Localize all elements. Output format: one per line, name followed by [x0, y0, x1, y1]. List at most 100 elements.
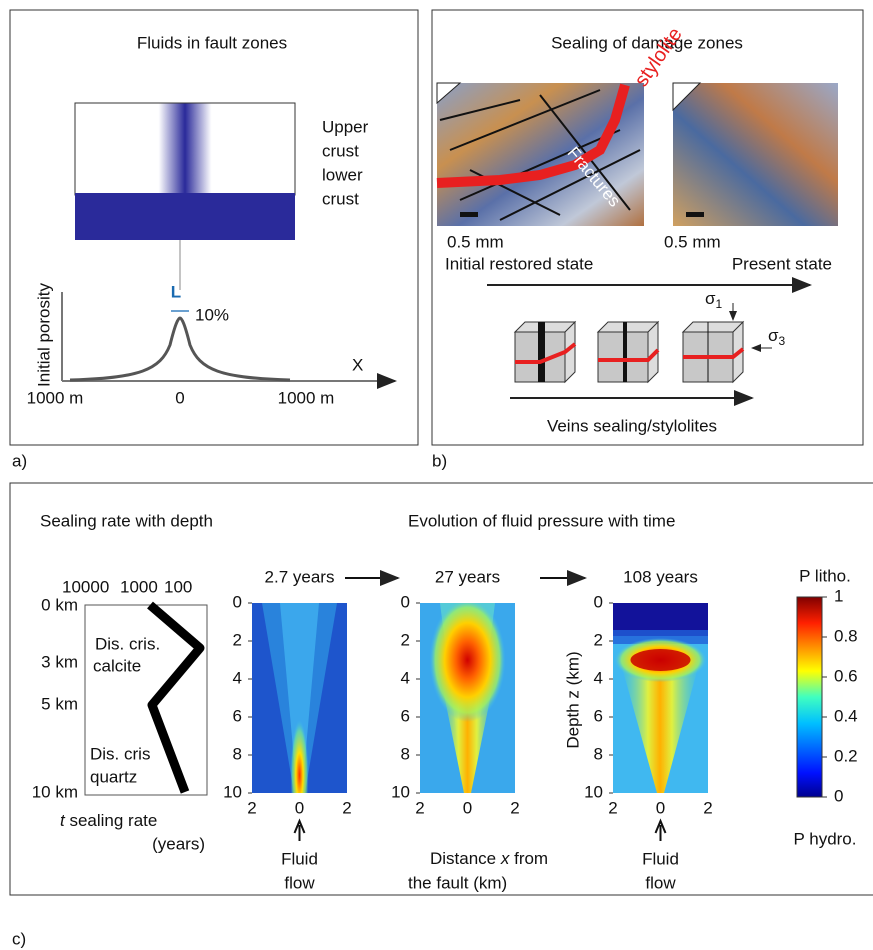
- rate-tick: 10000: [62, 577, 109, 596]
- porosity-curve: [69, 316, 291, 382]
- cubes: [513, 320, 745, 384]
- x-tick-label: 0: [175, 388, 184, 407]
- var: t: [60, 811, 66, 830]
- x-tick-label: 2: [703, 798, 712, 817]
- y-tick-label: 2: [594, 630, 603, 649]
- y-tick-label: 2: [401, 630, 410, 649]
- orientation-marker: [672, 82, 702, 112]
- y-tick-label: 4: [401, 668, 410, 687]
- lower-crust: [75, 193, 295, 240]
- panel-title: Evolution of fluid pressure with time: [408, 511, 675, 530]
- colorbar-label: P litho.: [799, 566, 851, 585]
- sealing-rate-curve: [147, 601, 205, 794]
- x-tick-label: 2: [510, 798, 519, 817]
- y-tick-label: 6: [233, 706, 242, 725]
- x-tick-label: 2: [247, 798, 256, 817]
- y-tick-label: 10: [223, 782, 242, 801]
- colorbar-tick-label: 0.2: [834, 746, 858, 765]
- panel-label: b): [432, 451, 447, 470]
- mechanism: Dis. cris: [90, 744, 150, 763]
- panel-title: Sealing rate with depth: [40, 511, 213, 530]
- stress-sub: 1: [716, 297, 723, 311]
- x-tick-label: 2: [415, 798, 424, 817]
- depth-tick: 3 km: [41, 652, 78, 671]
- y-tick-label: 8: [594, 744, 603, 763]
- heatmap: [613, 603, 708, 793]
- snapshot-time: 2.7 years: [265, 567, 335, 586]
- x-tick-label: 0: [295, 798, 304, 817]
- panel-label: a): [12, 451, 27, 470]
- scale-bar: [460, 212, 478, 217]
- caption: Veins sealing/stylolites: [547, 416, 717, 435]
- rate-tick: 1000: [120, 577, 158, 596]
- y-tick-label: 8: [233, 744, 242, 763]
- caption: Fluid: [281, 849, 318, 868]
- y-tick-label: 6: [594, 706, 603, 725]
- y-tick-label: 0: [401, 592, 410, 611]
- y-axis-label: Initial porosity: [34, 283, 53, 387]
- rate-tick: 100: [164, 577, 192, 596]
- y-tick-label: 8: [401, 744, 410, 763]
- panel-title: Sealing of damage zones: [551, 33, 743, 52]
- layer-label: lower: [322, 165, 363, 184]
- flow-arrow: [654, 818, 667, 841]
- colorbar-tick-label: 0.6: [834, 666, 858, 685]
- x-tick-label: 1000 m: [278, 388, 335, 407]
- colorbar: [796, 596, 823, 798]
- text: from: [509, 849, 548, 868]
- caption: the fault (km): [408, 873, 507, 892]
- caption: flow: [645, 873, 676, 892]
- colorbar-tick-label: 0.8: [834, 626, 858, 645]
- stylolite: [436, 83, 630, 188]
- colorbar-tick-label: 1: [834, 586, 843, 605]
- heatmap: [252, 603, 347, 793]
- y-tick-label: 6: [401, 706, 410, 725]
- colorbar-label: P hydro.: [793, 829, 856, 848]
- orientation-marker: [436, 82, 462, 105]
- layer-label: crust: [322, 189, 359, 208]
- depth-tick: 5 km: [41, 694, 78, 713]
- y-tick-label: 4: [233, 668, 242, 687]
- var: x: [500, 849, 510, 868]
- stress-label: σ3: [768, 326, 786, 348]
- mechanism: quartz: [90, 767, 137, 786]
- depth-axis-label: Depth z (km): [563, 651, 582, 748]
- scale-bar: [686, 212, 704, 217]
- x-axis-label: X: [352, 355, 363, 374]
- mechanism: calcite: [93, 656, 141, 675]
- mechanism: Dis. cris.: [95, 634, 160, 653]
- depth-tick: 0 km: [41, 595, 78, 614]
- panel-b-frame: [431, 9, 864, 446]
- caption: Distance x from: [430, 849, 548, 868]
- y-tick-label: 10: [584, 782, 603, 801]
- stress-symbol: σ: [705, 289, 716, 308]
- flow-arrow: [293, 818, 306, 841]
- stress-label: σ1: [705, 289, 723, 311]
- x-tick-label: 0: [463, 798, 472, 817]
- depth-tick: 10 km: [32, 782, 78, 801]
- rate-axis-label: (years): [152, 834, 205, 853]
- colorbar-tick-label: 0: [834, 786, 843, 805]
- upper-crust: [74, 102, 296, 196]
- layer-label: crust: [322, 141, 359, 160]
- thin-section: [673, 83, 838, 226]
- y-tick-label: 0: [233, 592, 242, 611]
- fractures: [439, 89, 641, 221]
- layer-label: Upper: [322, 117, 369, 136]
- panel-label: c): [12, 929, 26, 948]
- peak-label: 10%: [195, 305, 229, 324]
- stress-sub: 3: [779, 334, 786, 348]
- scale-label: 0.5 mm: [447, 232, 504, 251]
- y-tick-label: 0: [594, 592, 603, 611]
- width-label: L: [171, 282, 181, 301]
- scale-label: 0.5 mm: [664, 232, 721, 251]
- panel-c-frame: [9, 482, 873, 896]
- heatmap: [420, 603, 515, 793]
- x-tick-label: 0: [656, 798, 665, 817]
- caption: flow: [284, 873, 315, 892]
- stress-symbol: σ: [768, 326, 779, 345]
- y-tick-label: 2: [233, 630, 242, 649]
- caption: Fluid: [642, 849, 679, 868]
- state-label: Initial restored state: [445, 254, 593, 273]
